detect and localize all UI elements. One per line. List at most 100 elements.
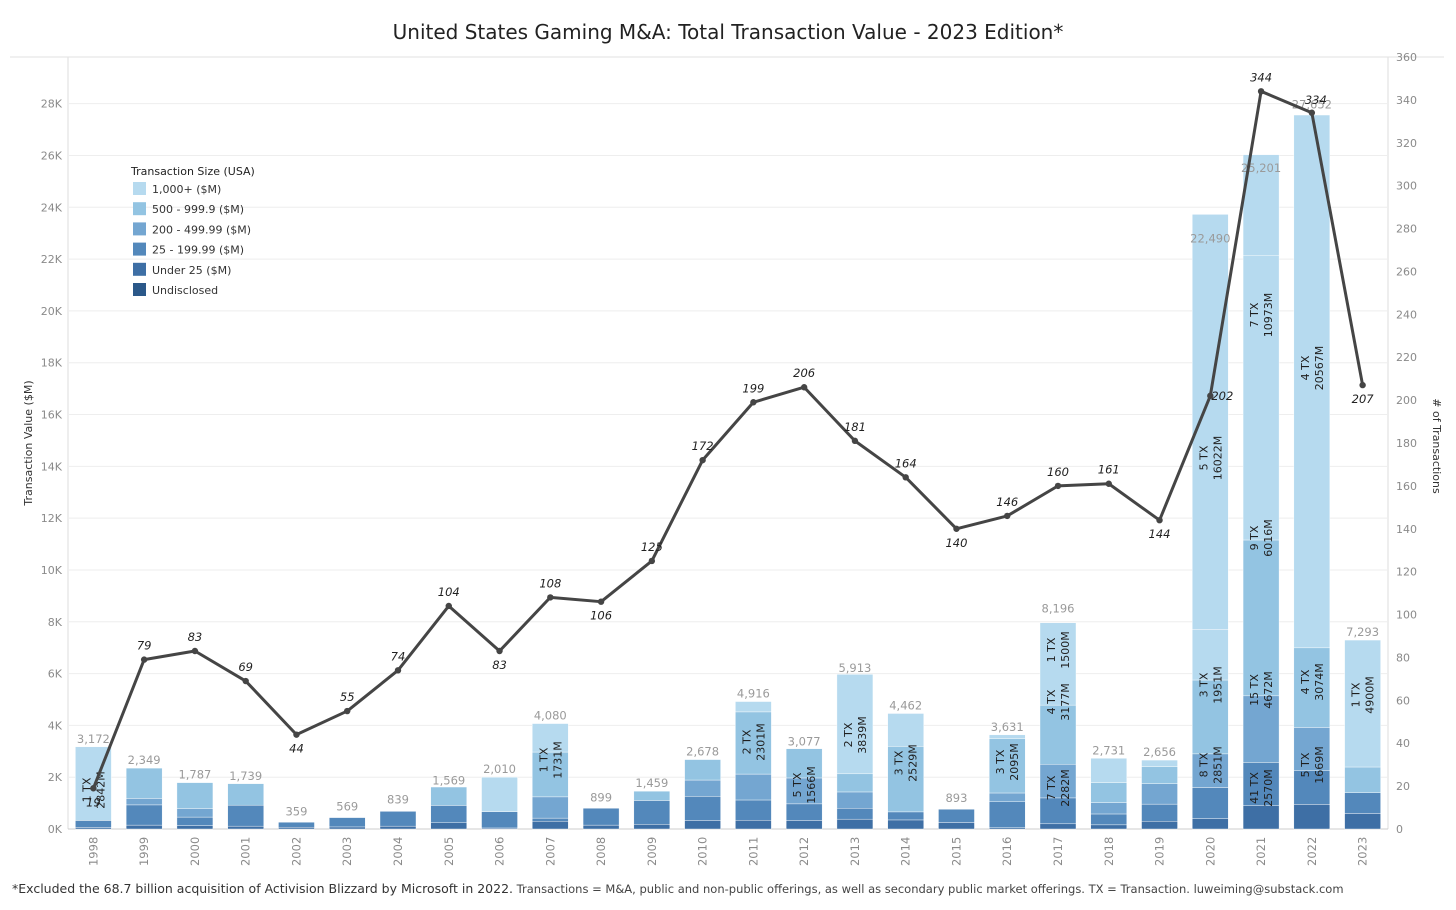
x-tick-label: 2021 (1254, 837, 1268, 866)
x-tick-label: 2004 (391, 837, 405, 866)
bar-segment (887, 819, 924, 830)
segment-label-count: 7 TX (1045, 775, 1058, 800)
transactions-point (648, 557, 656, 565)
y2-tick-label: 100 (1396, 609, 1417, 622)
transactions-point (394, 667, 402, 674)
legend-swatch (133, 182, 146, 195)
transactions-point-label: 206 (793, 366, 815, 380)
segment-label-value: 10973M (1262, 293, 1275, 337)
bar-total-label: 1,787 (178, 768, 211, 782)
bar-segment (532, 821, 569, 830)
bar-segment (125, 804, 163, 826)
segment-label-count: 1 TX (1045, 637, 1058, 662)
bar-segment (836, 791, 874, 809)
legend-swatch (133, 242, 146, 256)
bar-segment (430, 805, 467, 823)
legend-swatch (133, 222, 146, 236)
segment-label-count: 9 TX (1248, 525, 1261, 550)
bar-segment (785, 748, 823, 779)
transactions-point (1105, 480, 1112, 487)
segment-label-count: 8 TX (1197, 752, 1210, 777)
bar-segment (481, 811, 518, 829)
y-tick-label: 24K (41, 201, 63, 214)
bar-total-label: 3,172 (77, 732, 110, 746)
transactions-point (242, 677, 249, 685)
bar-segment (1293, 647, 1331, 728)
chart-canvas: 0K 2K 4K 6K 8K 10K 12K 14K 16K 18K 20K 22K 24K 26K 28K… (10, 51, 1444, 866)
bar-total-label: 4,462 (889, 698, 922, 712)
x-tick-label: 1999 (137, 837, 151, 866)
transactions-point (851, 437, 859, 445)
x-tick-label: 2014 (899, 837, 913, 866)
bar-segment (1242, 762, 1280, 806)
y-tick-label: 18K (41, 357, 63, 370)
segment-label-value: 2282M (1059, 769, 1072, 807)
y-tick-label: 28K (41, 98, 63, 111)
y2-tick-label: 300 (1396, 180, 1417, 193)
legend-item-label: 25 - 199.99 ($M) (152, 244, 244, 257)
transactions-point (1207, 392, 1214, 400)
y2-tick-label: 120 (1396, 566, 1417, 579)
transactions-point-label: 44 (289, 742, 304, 756)
y2-tick-label: 180 (1396, 437, 1417, 450)
bar-segment (1293, 114, 1331, 649)
y2-axis-title: # of Transactions (1430, 398, 1443, 494)
x-tick-label: 2003 (340, 837, 354, 866)
bar-segment (227, 783, 264, 806)
bar-segment (1344, 792, 1381, 814)
segment-label-count: 4 TX (1299, 355, 1312, 380)
bar-segment (836, 773, 874, 793)
segment-label-value: 1731M (551, 741, 564, 779)
y2-tick-label: 80 (1396, 651, 1410, 664)
bar-segment (1090, 782, 1127, 803)
bar-segment (1344, 813, 1381, 830)
y-tick-label: 2K (48, 771, 63, 784)
y-tick-label: 8K (48, 616, 63, 629)
bar-segment (1039, 704, 1077, 765)
bar-segment (785, 803, 823, 821)
y-tick-label: 10K (41, 564, 63, 577)
y2-tick-label: 20 (1396, 780, 1410, 793)
transactions-point (1257, 88, 1265, 95)
bar-segment (1293, 770, 1331, 805)
legend-item-label: 200 - 499.99 ($M) (152, 223, 251, 236)
segment-label-count: 3 TX (1197, 672, 1210, 697)
bar-segment (1344, 639, 1381, 768)
bar-segment (1192, 787, 1229, 819)
bar-total-label: 3,077 (788, 734, 821, 748)
bar-segment (1141, 766, 1178, 784)
segment-label-count: 1 TX (537, 747, 550, 772)
bar-segment (582, 824, 620, 830)
bar-segment (532, 796, 569, 819)
transactions-point-label: 172 (692, 439, 714, 453)
segment-label-count: 5 TX (1299, 752, 1312, 777)
bar-total-label: 1,459 (635, 776, 668, 790)
transactions-point (1308, 109, 1316, 116)
y2-tick-label: 40 (1396, 737, 1410, 750)
transactions-point-label: 83 (188, 630, 203, 644)
segment-label-value: 1566M (805, 766, 818, 804)
y-tick-label: 16K (41, 409, 63, 422)
bar-segment (430, 822, 467, 830)
bar-segment (176, 808, 214, 818)
bar-segment (989, 738, 1026, 794)
bar-total-label: 25,201 (1241, 161, 1281, 175)
y2-tick-label: 60 (1396, 694, 1410, 707)
y2-tick-label: 260 (1396, 265, 1417, 278)
bar-segment (75, 820, 112, 828)
transactions-point (191, 647, 199, 655)
transactions-point-label: 74 (391, 649, 406, 663)
bar-segment (735, 701, 772, 713)
x-tick-label: 2002 (289, 837, 303, 866)
bar-segment (1192, 753, 1229, 788)
bar-segment (1242, 695, 1280, 763)
bar-segment (785, 820, 823, 830)
y2-tick-label: 360 (1396, 51, 1417, 64)
transactions-point (750, 399, 757, 406)
bar-total-label: 2,656 (1143, 745, 1176, 759)
bar-total-label: 8,196 (1042, 602, 1075, 616)
segment-label-value: 2570M (1262, 769, 1275, 807)
footnote: *Excluded the 68.7 billion acquisition o… (12, 881, 1344, 896)
transactions-point-label: 202 (1211, 389, 1233, 403)
segment-label-count: 41 TX (1248, 772, 1261, 804)
